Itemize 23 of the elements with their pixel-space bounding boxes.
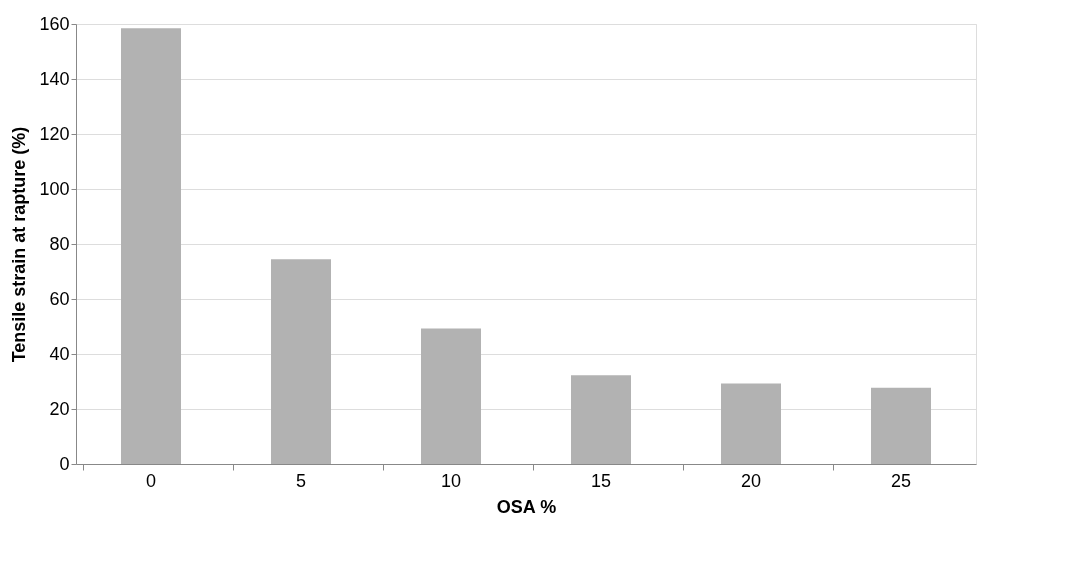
- x-tick-label: 25: [890, 470, 912, 491]
- y-tick-label: 140: [39, 68, 70, 89]
- y-tick-label: 0: [59, 453, 70, 474]
- x-tick-label: 10: [440, 470, 462, 491]
- y-tick-label: 60: [49, 288, 70, 309]
- x-tick-label: 0: [145, 470, 157, 491]
- bar: [571, 375, 631, 464]
- y-tick-label: 120: [39, 123, 70, 144]
- x-tick-label: 5: [295, 470, 307, 491]
- x-tick-label: 20: [740, 470, 762, 491]
- y-tick-label: 160: [39, 13, 70, 34]
- bar: [421, 328, 481, 464]
- y-tick-label: 100: [39, 178, 70, 199]
- bar: [721, 383, 781, 464]
- bar: [271, 259, 331, 464]
- bar: [871, 387, 931, 464]
- y-axis-title: Tensile strain at rapture (%): [9, 126, 30, 363]
- y-tick-label: 40: [49, 343, 70, 364]
- y-tick-label: 20: [49, 398, 70, 419]
- bar: [121, 28, 181, 464]
- y-tick-label: 80: [49, 233, 70, 254]
- x-tick-label: 15: [590, 470, 612, 491]
- x-axis-title: OSA %: [496, 496, 557, 517]
